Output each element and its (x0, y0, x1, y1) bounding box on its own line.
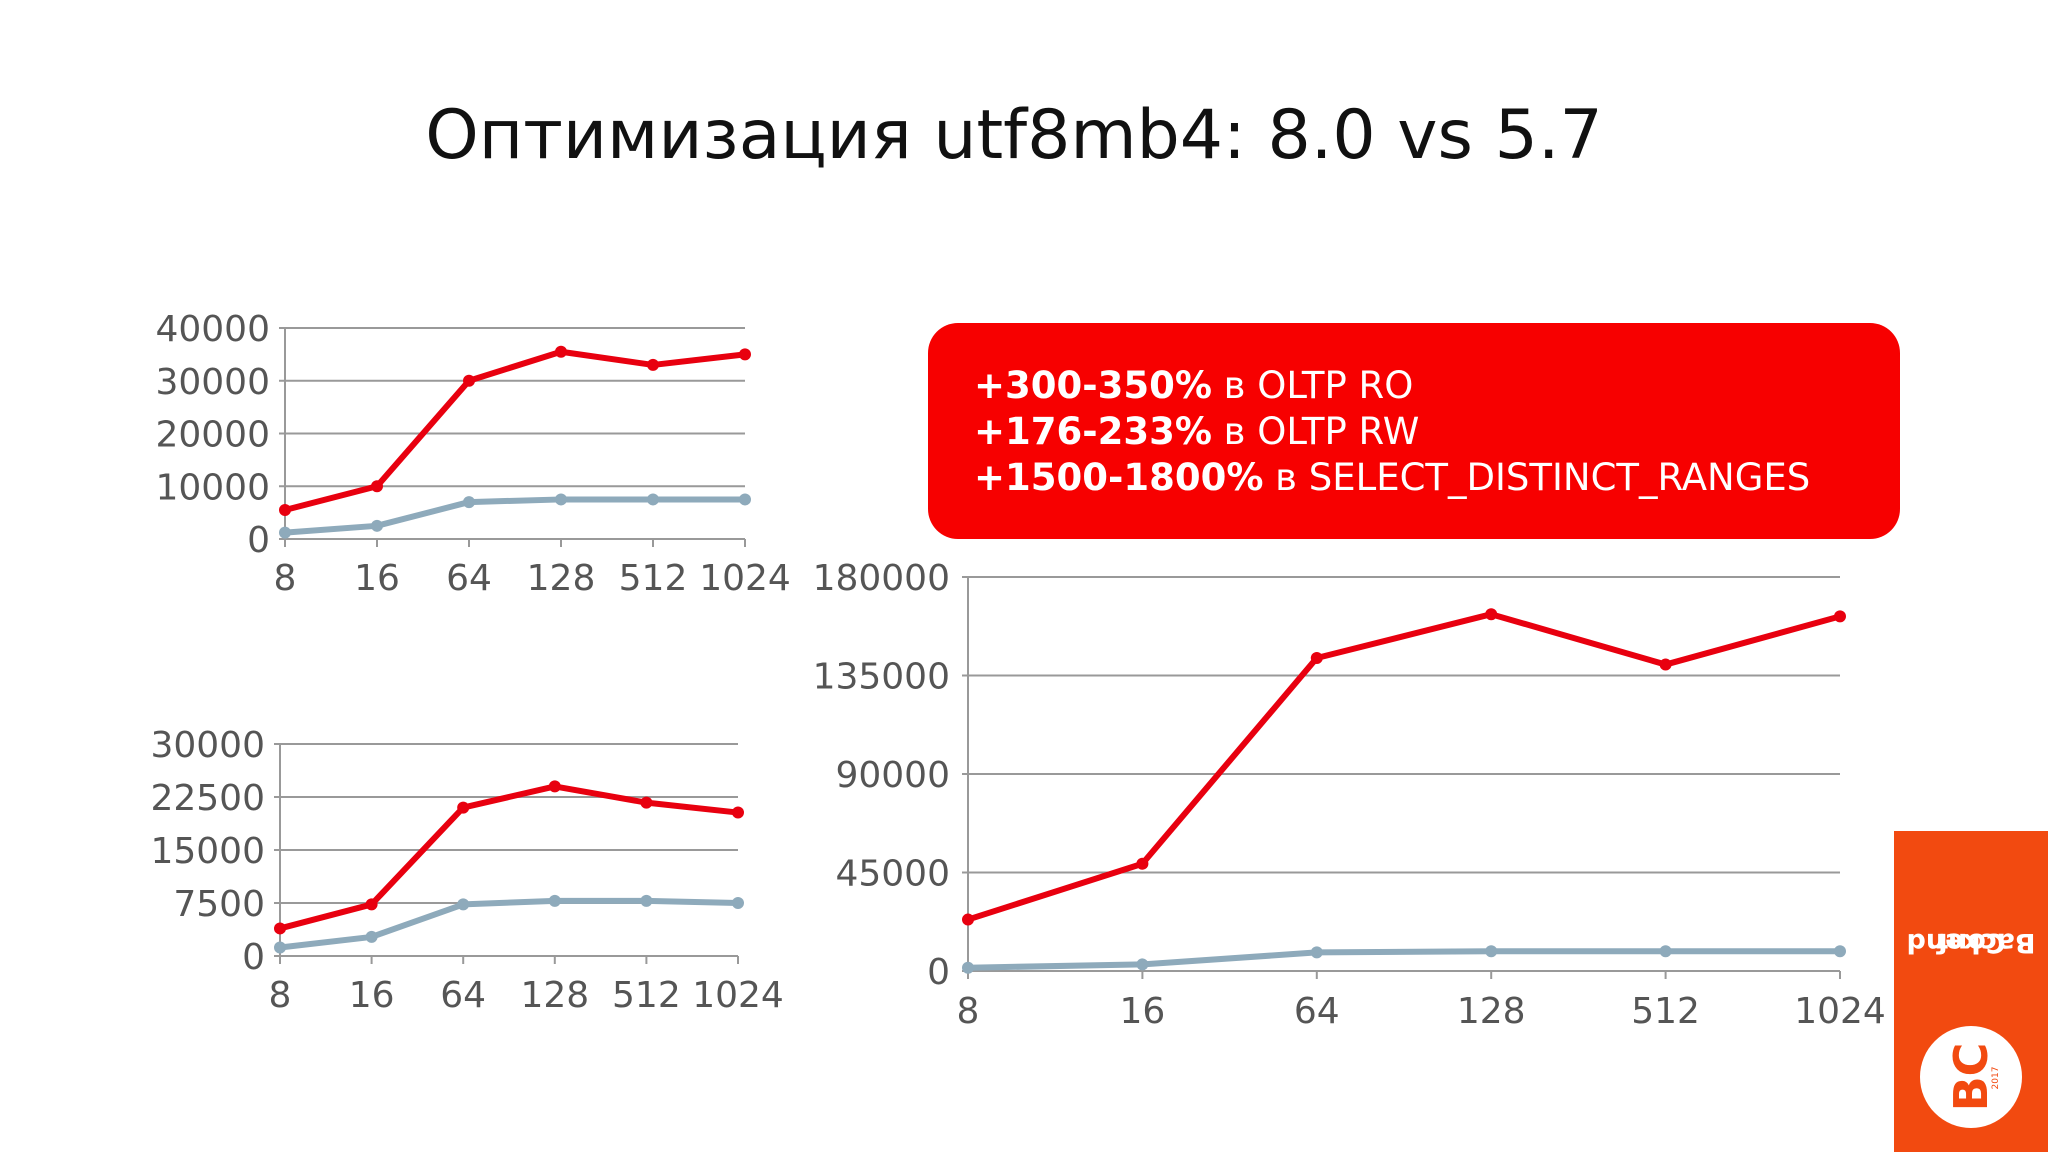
data-point (1659, 945, 1672, 958)
chart-oltp-ro: 0 10000 20000 30000 40000 8 16 64 128 512 1024 (155, 309, 791, 599)
logo-word-conf: Conf (1936, 927, 2006, 958)
data-point (457, 801, 470, 814)
data-point (548, 780, 561, 793)
y-tick-label: 0 (927, 952, 950, 993)
data-point (1485, 945, 1498, 958)
data-point (365, 930, 378, 943)
x-tick-label: 16 (354, 558, 400, 599)
x-tick-label: 512 (619, 558, 688, 599)
data-point (548, 894, 561, 907)
data-point (640, 796, 653, 809)
y-tick-label: 180000 (813, 558, 950, 599)
data-point (962, 961, 974, 974)
y-tick-label: 30000 (155, 362, 270, 403)
x-tick-label: 128 (527, 558, 596, 599)
data-point (1310, 946, 1323, 959)
y-tick-label: 30000 (150, 725, 265, 766)
x-tick-label: 1024 (699, 558, 791, 599)
data-point (1136, 857, 1149, 870)
data-point (962, 913, 974, 926)
data-point (732, 897, 744, 909)
series-line-0 (965, 611, 1843, 923)
data-point (555, 493, 567, 506)
y-tick-label: 20000 (155, 415, 270, 456)
data-point (274, 922, 286, 935)
x-tick-label: 128 (520, 975, 589, 1016)
data-point (739, 348, 751, 361)
y-tick-label: 10000 (155, 467, 270, 508)
y-tick-label: 7500 (173, 884, 265, 925)
data-point (555, 345, 567, 358)
data-point (457, 898, 470, 911)
x-tick-label: 64 (440, 975, 486, 1016)
x-tick-label: 8 (269, 975, 292, 1016)
y-tick-label: 90000 (835, 755, 950, 796)
x-tick-label: 16 (349, 975, 395, 1016)
x-tick-label: 64 (446, 558, 492, 599)
logo-wordmark: Backend Conf (1907, 867, 2036, 1017)
callout-text-select-distinct: в SELECT_DISTINCT_RANGES (1263, 456, 1811, 499)
data-point (279, 503, 291, 516)
x-tick-label: 8 (274, 558, 297, 599)
data-point (1136, 958, 1149, 971)
data-point (732, 806, 744, 819)
data-point (463, 374, 475, 387)
data-point (647, 358, 659, 371)
series-line-1 (277, 897, 741, 951)
y-tick-label: 0 (247, 520, 270, 561)
y-tick-label: 135000 (813, 657, 950, 698)
callout-line-oltp-ro: +300-350% в OLTP RO (974, 363, 1900, 409)
x-tick-label: 512 (612, 975, 681, 1016)
data-point (365, 898, 378, 911)
callout-text-oltp-ro: в OLTP RO (1211, 364, 1414, 407)
data-point (279, 526, 291, 539)
data-point (463, 496, 475, 509)
data-point (1485, 608, 1498, 621)
series-line-0 (277, 783, 741, 932)
callout-gain-oltp-rw: +176-233% (974, 410, 1212, 453)
data-point (1834, 945, 1846, 958)
callout-text-oltp-rw: в OLTP RW (1211, 410, 1420, 453)
y-tick-label: 45000 (835, 854, 950, 895)
callout-line-oltp-rw: +176-233% в OLTP RW (974, 409, 1900, 455)
chart-select-distinct-ranges: 0 45000 90000 135000 180000 8 16 64 128 512 1024 (813, 558, 1886, 1032)
x-tick-label: 64 (1294, 991, 1340, 1032)
y-tick-label: 40000 (155, 309, 270, 350)
logo-mark: BC (1944, 1042, 1998, 1112)
results-callout: +300-350% в OLTP RO +176-233% в OLTP RW … (928, 323, 1900, 539)
x-tick-label: 1024 (692, 975, 784, 1016)
backend-conf-logo: Backend Conf BC 2017 (1894, 831, 2048, 1152)
series-line-1 (965, 948, 1843, 971)
data-point (739, 493, 751, 506)
data-point (1834, 610, 1846, 623)
y-tick-label: 0 (242, 937, 265, 978)
y-tick-label: 15000 (150, 831, 265, 872)
logo-badge: BC 2017 (1920, 1026, 2022, 1128)
chart-oltp-rw: 0 7500 15000 22500 30000 8 16 64 128 512 1024 (150, 725, 784, 1016)
data-point (1659, 658, 1672, 671)
x-tick-label: 512 (1631, 991, 1700, 1032)
data-point (647, 493, 659, 506)
x-tick-label: 128 (1457, 991, 1526, 1032)
logo-year: 2017 (1991, 1066, 2001, 1090)
data-point (274, 941, 286, 954)
x-tick-label: 16 (1119, 991, 1165, 1032)
x-tick-label: 8 (957, 991, 980, 1032)
data-point (371, 480, 383, 493)
slide-title: Оптимизация utf8mb4: 8.0 vs 5.7 (425, 96, 1603, 175)
series-line-1 (282, 496, 748, 536)
callout-gain-oltp-ro: +300-350% (974, 364, 1212, 407)
callout-line-select-distinct: +1500-1800% в SELECT_DISTINCT_RANGES (974, 455, 1900, 501)
data-point (371, 519, 383, 532)
x-tick-label: 1024 (1794, 991, 1886, 1032)
data-point (640, 894, 653, 907)
y-tick-label: 22500 (150, 778, 265, 819)
callout-gain-select-distinct: +1500-1800% (974, 456, 1264, 499)
data-point (1310, 651, 1323, 664)
series-line-0 (282, 348, 748, 513)
